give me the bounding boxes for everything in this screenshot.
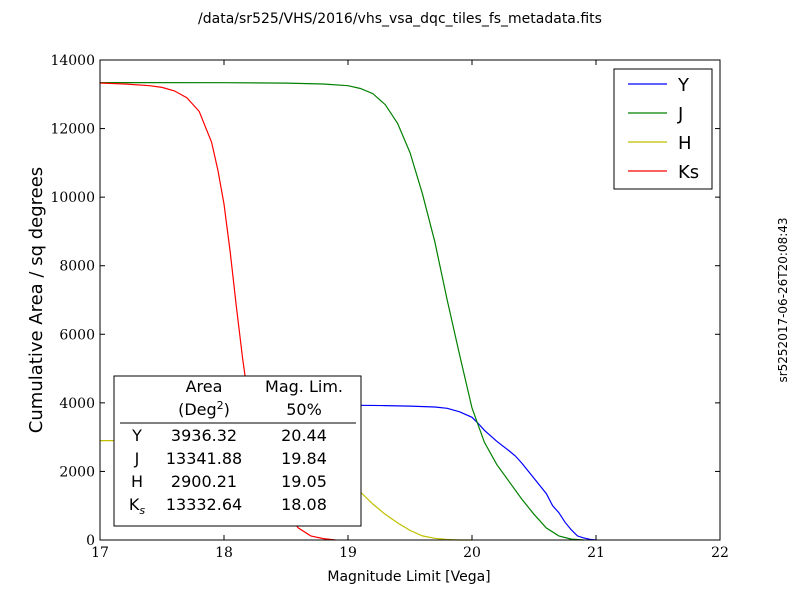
chart-title: /data/sr525/VHS/2016/vhs_vsa_dqc_tiles_f… xyxy=(198,11,602,27)
plot-axes-group: 17 18 19 20 21 22 0 2000 4000 6000 8000 10000 12000 1… xyxy=(50,53,728,561)
side-timestamp-label: sr5252017-06-26T20:08:43 xyxy=(776,217,790,382)
legend-label-y: Y xyxy=(677,75,690,96)
plot-frame xyxy=(99,59,721,541)
y-tick-label: 12000 xyxy=(50,122,95,138)
x-tick-label: 21 xyxy=(587,545,605,561)
legend-label-j: J xyxy=(677,104,683,125)
y-tick-label: 14000 xyxy=(50,53,95,69)
legend-label-ks: Ks xyxy=(678,162,699,183)
y-tick-label: 2000 xyxy=(59,464,95,480)
table-row-area: 3936.32 xyxy=(171,426,237,445)
x-tick-label: 18 xyxy=(215,545,233,561)
y-tick-label: 10000 xyxy=(50,190,95,206)
table-row-band: J xyxy=(134,449,140,468)
table-row-band: H xyxy=(131,472,143,491)
x-axis-label: Magnitude Limit [Vega] xyxy=(327,569,490,585)
x-tick-label: 19 xyxy=(339,545,357,561)
y-tick-label: 4000 xyxy=(59,396,95,412)
y-tick-label: 0 xyxy=(86,533,95,549)
table-header-area: Area xyxy=(186,377,223,396)
table-row-band: Y xyxy=(131,426,142,445)
table-row-area: 13341.88 xyxy=(166,449,242,468)
y-tick-label: 8000 xyxy=(59,259,95,275)
y-axis-label: Cumulative Area / sq degrees xyxy=(26,167,47,433)
legend: YJH Ks xyxy=(613,68,713,190)
table-row-mag-lim: 19.05 xyxy=(281,472,327,491)
table-row-mag-lim: 19.84 xyxy=(281,449,327,468)
table-row-area: 13332.64 xyxy=(166,495,242,514)
stats-table-box xyxy=(113,375,362,527)
stats-table: Area Mag. Lim. (Deg2) 50% Y 3936.32 20.44 J 1334… xyxy=(113,375,362,527)
series-line-y xyxy=(267,404,597,541)
table-header-area-units: (Deg2) xyxy=(178,399,230,419)
table-row-area: 2900.21 xyxy=(171,472,237,491)
legend-label-h: H xyxy=(678,133,692,154)
table-row-band: Ks xyxy=(129,495,146,517)
x-tick-label: 20 xyxy=(463,545,481,561)
series-line-j xyxy=(99,82,584,541)
table-row-mag-lim: 18.08 xyxy=(281,495,327,514)
y-tick-label: 6000 xyxy=(59,327,95,343)
table-header-percent: 50% xyxy=(286,400,322,419)
x-tick-label: 22 xyxy=(711,545,729,561)
table-row-mag-lim: 20.44 xyxy=(281,426,327,445)
x-tick-label: 17 xyxy=(91,545,109,561)
table-header-mag-lim: Mag. Lim. xyxy=(265,377,343,396)
legend-box xyxy=(613,68,713,190)
